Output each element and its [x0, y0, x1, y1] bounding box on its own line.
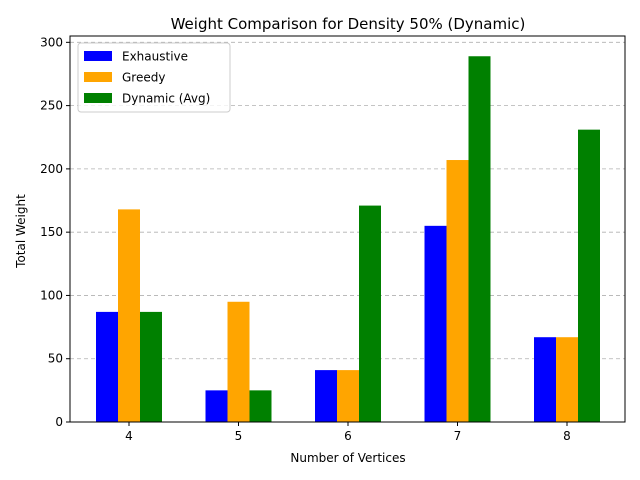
y-tick-label: 0 [55, 415, 63, 429]
grid-lines [70, 41, 625, 360]
bar-dynamic-avg-7 [468, 56, 491, 423]
legend-swatch [84, 72, 112, 82]
x-axis-ticks: 4 5 6 7 8 [125, 422, 571, 443]
y-axis-label: Total Weight [14, 194, 28, 269]
legend-swatch [84, 93, 112, 103]
bar-greedy-7 [446, 160, 469, 422]
bar-dynamic-avg-8 [578, 129, 600, 422]
x-axis-label: Number of Vertices [290, 451, 405, 465]
bar-greedy-4 [118, 209, 140, 422]
y-tick-label: 100 [40, 288, 63, 302]
legend-label: Dynamic (Avg) [122, 92, 210, 106]
x-tick-label: 5 [235, 429, 243, 443]
y-axis-ticks: 0 50 100 150 200 250 300 [40, 35, 70, 429]
legend-label: Greedy [122, 71, 165, 85]
y-tick-label: 50 [48, 352, 63, 366]
x-tick-label: 4 [125, 429, 133, 443]
legend-box [77, 42, 231, 113]
bar-greedy-5 [227, 301, 250, 422]
legend-label: Exhaustive [122, 50, 188, 64]
chart-title: Weight Comparison for Density 50% (Dynam… [171, 15, 526, 33]
legend: Exhaustive Greedy Dynamic (Avg) [77, 42, 231, 113]
bar-exhaustive-8 [534, 337, 556, 422]
x-tick-label: 8 [563, 429, 571, 443]
y-tick-label: 250 [40, 99, 63, 113]
y-tick-label: 300 [40, 35, 63, 49]
legend-swatch [84, 51, 112, 61]
bar-greedy-8 [556, 337, 578, 422]
bar-exhaustive-4 [96, 311, 118, 422]
bar-greedy-6 [337, 370, 359, 422]
bar-exhaustive-5 [205, 390, 228, 422]
x-tick-label: 6 [344, 429, 352, 443]
bar-dynamic-avg-4 [140, 311, 162, 422]
y-tick-label: 200 [40, 162, 63, 176]
bar-dynamic-avg-6 [359, 205, 381, 422]
bar-exhaustive-6 [315, 370, 337, 422]
bar-exhaustive-7 [424, 225, 447, 422]
bar-dynamic-avg-5 [249, 390, 272, 422]
bars [96, 56, 600, 423]
y-tick-label: 150 [40, 225, 63, 239]
x-tick-label: 7 [454, 429, 462, 443]
